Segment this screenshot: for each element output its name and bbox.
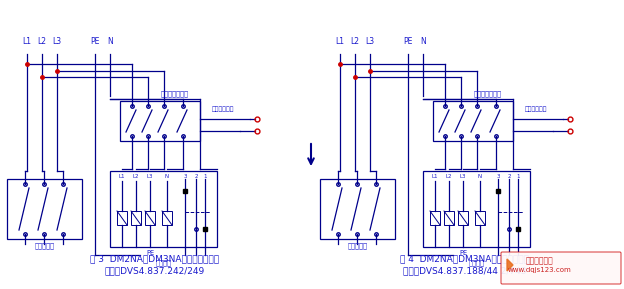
FancyBboxPatch shape xyxy=(501,252,621,284)
Text: L2: L2 xyxy=(351,37,359,46)
Text: 3: 3 xyxy=(183,174,187,179)
Bar xyxy=(110,171,217,247)
Text: 防雷模块: 防雷模块 xyxy=(469,259,484,266)
Bar xyxy=(145,211,155,225)
Text: PE: PE xyxy=(403,37,412,46)
Text: PE: PE xyxy=(459,250,467,256)
Text: PE: PE xyxy=(90,37,100,46)
Text: L1: L1 xyxy=(432,174,438,179)
Text: 防雷模块断路器: 防雷模块断路器 xyxy=(474,90,502,97)
Text: L2: L2 xyxy=(446,174,452,179)
Text: L3: L3 xyxy=(460,174,466,179)
Bar xyxy=(162,211,172,225)
Text: 图 3  DM2NA、DM3NA防雷模块接线图: 图 3 DM2NA、DM3NA防雷模块接线图 xyxy=(90,254,220,263)
Text: L1: L1 xyxy=(119,174,125,179)
Bar xyxy=(7,179,82,239)
Polygon shape xyxy=(507,259,513,271)
Text: N: N xyxy=(165,174,169,179)
Text: 防雷模块: 防雷模块 xyxy=(155,259,172,266)
Text: 适用于DVS4.837.242/249: 适用于DVS4.837.242/249 xyxy=(105,266,205,275)
Text: L1: L1 xyxy=(22,37,31,46)
Text: N: N xyxy=(107,37,113,46)
Text: N: N xyxy=(478,174,482,179)
Text: 交流断路器: 交流断路器 xyxy=(34,242,54,249)
Text: L3: L3 xyxy=(147,174,154,179)
Text: L1: L1 xyxy=(336,37,344,46)
Text: 2: 2 xyxy=(194,174,198,179)
Text: 运行信号输出: 运行信号输出 xyxy=(212,106,235,112)
Text: 图 4  DM2NA、DM3NA防雷模块接线图: 图 4 DM2NA、DM3NA防雷模块接线图 xyxy=(401,254,530,263)
Text: 交流断路器: 交流断路器 xyxy=(348,242,368,249)
Text: L2: L2 xyxy=(37,37,47,46)
Bar xyxy=(120,101,200,141)
Text: 防雷模块断路器: 防雷模块断路器 xyxy=(161,90,189,97)
Bar xyxy=(430,211,440,225)
Text: 1: 1 xyxy=(516,174,520,179)
Text: 适用于DVS4.837.188/44 2/743: 适用于DVS4.837.188/44 2/743 xyxy=(403,266,527,275)
Bar xyxy=(458,211,468,225)
Text: 电工技术之家: 电工技术之家 xyxy=(526,256,554,265)
Text: 2: 2 xyxy=(507,174,511,179)
Text: L3: L3 xyxy=(366,37,374,46)
Bar xyxy=(444,211,454,225)
Text: www.dqjs123.com: www.dqjs123.com xyxy=(508,267,572,273)
Bar xyxy=(475,211,485,225)
Text: 1: 1 xyxy=(203,174,207,179)
Text: 运行信号输出: 运行信号输出 xyxy=(525,106,547,112)
Bar xyxy=(320,179,395,239)
Text: L3: L3 xyxy=(52,37,62,46)
Bar xyxy=(423,171,530,247)
Bar xyxy=(131,211,141,225)
Text: N: N xyxy=(420,37,426,46)
Text: L2: L2 xyxy=(133,174,139,179)
Bar xyxy=(117,211,127,225)
Bar xyxy=(433,101,513,141)
Text: 3: 3 xyxy=(496,174,500,179)
Text: PE: PE xyxy=(146,250,154,256)
